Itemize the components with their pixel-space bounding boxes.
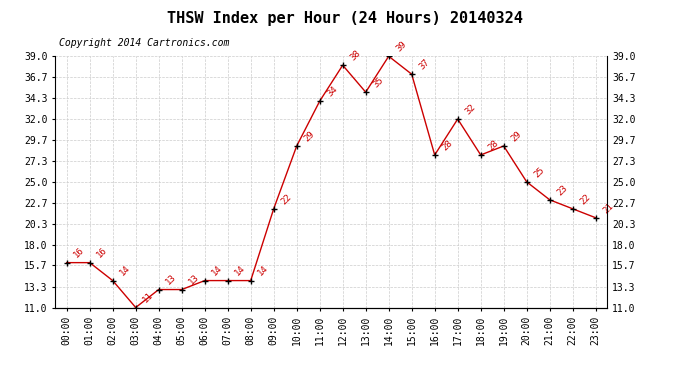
Text: 37: 37 bbox=[417, 57, 431, 71]
Text: 21: 21 bbox=[601, 201, 615, 215]
Text: 28: 28 bbox=[440, 138, 454, 152]
Text: 29: 29 bbox=[302, 129, 316, 143]
Text: 25: 25 bbox=[532, 165, 546, 179]
Text: 16: 16 bbox=[72, 246, 86, 260]
Text: 38: 38 bbox=[348, 48, 362, 63]
Text: 13: 13 bbox=[187, 273, 201, 287]
Text: 23: 23 bbox=[555, 183, 569, 197]
Text: 22: 22 bbox=[578, 192, 592, 206]
Text: 35: 35 bbox=[371, 75, 385, 89]
Text: 39: 39 bbox=[394, 39, 408, 54]
Text: 13: 13 bbox=[164, 273, 178, 287]
Text: 14: 14 bbox=[233, 264, 247, 278]
Text: 29: 29 bbox=[509, 129, 523, 143]
Text: 16: 16 bbox=[95, 246, 109, 260]
Text: 22: 22 bbox=[279, 192, 293, 206]
Text: Copyright 2014 Cartronics.com: Copyright 2014 Cartronics.com bbox=[59, 38, 229, 48]
Text: 14: 14 bbox=[118, 264, 132, 278]
Text: THSW Index per Hour (24 Hours) 20140324: THSW Index per Hour (24 Hours) 20140324 bbox=[167, 11, 523, 26]
Text: 11: 11 bbox=[141, 291, 155, 305]
Text: THSW  (°F): THSW (°F) bbox=[555, 25, 608, 34]
Text: 14: 14 bbox=[210, 264, 224, 278]
Text: 14: 14 bbox=[256, 264, 270, 278]
Text: 32: 32 bbox=[463, 102, 477, 116]
Text: 34: 34 bbox=[325, 84, 339, 98]
Text: 28: 28 bbox=[486, 138, 500, 152]
